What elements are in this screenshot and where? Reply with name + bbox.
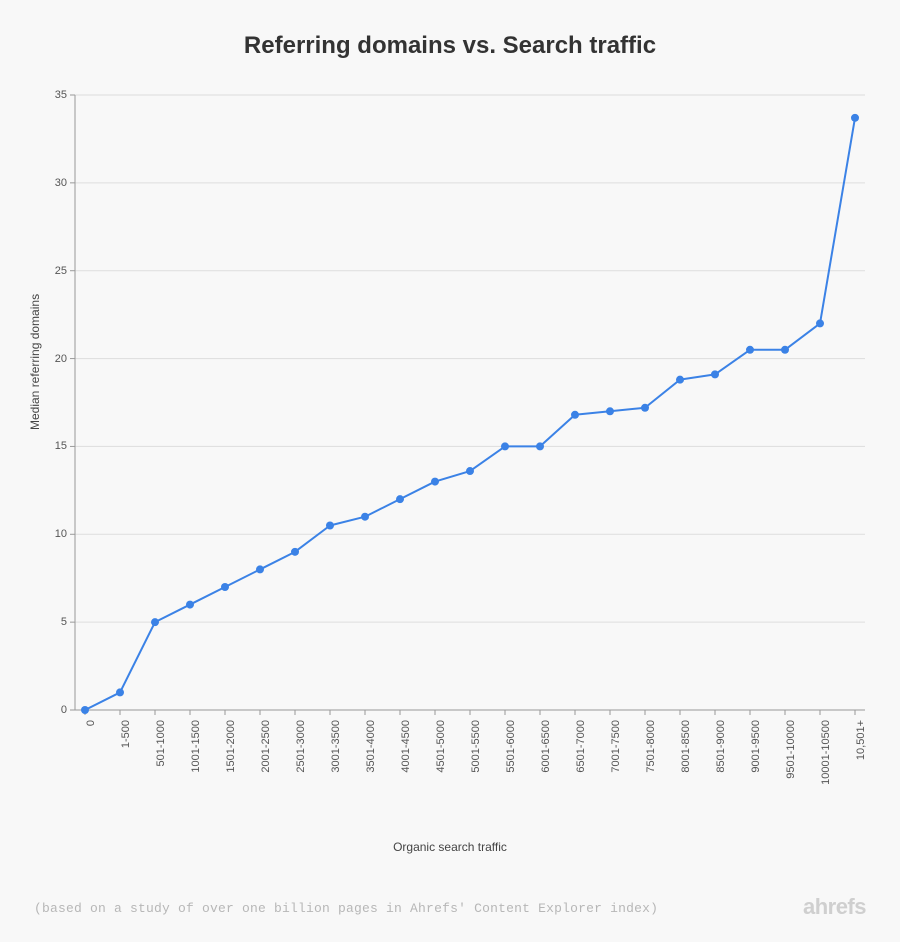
y-tick-label: 30 [55,177,67,189]
chart-container: Referring domains vs. Search traffic Med… [0,0,900,942]
x-tick-label: 10,501+ [855,720,867,840]
x-tick-label: 3001-3500 [330,720,342,840]
x-tick-label: 1501-2000 [225,720,237,840]
y-tick-label: 15 [55,440,67,452]
x-tick-label: 7001-7500 [610,720,622,840]
x-tick-label: 3501-4000 [365,720,377,840]
x-tick-label: 2001-2500 [260,720,272,840]
x-tick-label: 8001-8500 [680,720,692,840]
y-axis-label: Median referring domains [28,294,42,430]
brand-logo: ahrefs [803,894,866,920]
x-tick-label: 0 [85,720,97,840]
x-tick-label: 1001-1500 [190,720,202,840]
y-tick-label: 20 [55,353,67,365]
plot-area: 0510152025303501-500501-10001001-1500150… [75,95,865,710]
chart-title: Referring domains vs. Search traffic [0,32,900,60]
x-tick-label: 501-1000 [155,720,167,840]
x-tick-label: 5501-6000 [505,720,517,840]
x-axis-label: Organic search traffic [0,840,900,854]
y-tick-label: 10 [55,528,67,540]
footer-note: (based on a study of over one billion pa… [34,901,658,916]
y-tick-label: 0 [61,704,67,716]
x-tick-label: 5001-5500 [470,720,482,840]
x-tick-label: 6001-6500 [540,720,552,840]
y-tick-label: 5 [61,616,67,628]
x-tick-label: 6501-7000 [575,720,587,840]
x-tick-label: 10001-10500 [820,720,832,840]
x-tick-label: 9501-10000 [785,720,797,840]
line-chart-svg [75,95,865,710]
y-tick-label: 35 [55,89,67,101]
x-tick-label: 9001-9500 [750,720,762,840]
x-tick-label: 7501-8000 [645,720,657,840]
x-tick-label: 1-500 [120,720,132,840]
y-tick-label: 25 [55,265,67,277]
x-tick-label: 8501-9000 [715,720,727,840]
x-tick-label: 4501-5000 [435,720,447,840]
x-tick-label: 4001-4500 [400,720,412,840]
x-tick-label: 2501-3000 [295,720,307,840]
